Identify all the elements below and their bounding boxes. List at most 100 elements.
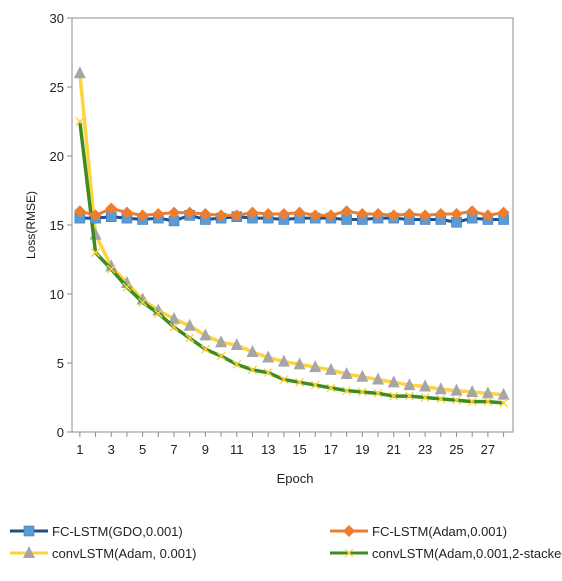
convlstm-adam-0-001-point bbox=[215, 335, 228, 348]
convlstm-adam-0-001-2-stacked-point bbox=[436, 394, 446, 404]
convlstm-adam-0-001-2-stacked-point bbox=[483, 397, 493, 407]
fc-lstm-adam-0-001-point bbox=[73, 205, 86, 218]
convlstm-adam-0-001-point bbox=[183, 318, 196, 331]
series-layer bbox=[73, 66, 510, 408]
convlstm-adam-0-001-point bbox=[481, 386, 494, 399]
fc-lstm-adam-0-001-point bbox=[136, 209, 149, 222]
convlstm-adam-0-001-2-stacked-point bbox=[452, 395, 461, 405]
y-tick-label: 30 bbox=[50, 11, 64, 26]
convlstm-adam-0-001-point bbox=[293, 357, 306, 370]
convlstm-adam-0-001-point bbox=[73, 66, 86, 79]
x-tick-label: 19 bbox=[355, 442, 369, 457]
x-tick-label: 1 bbox=[76, 442, 83, 457]
convlstm-adam-0-001-point bbox=[309, 360, 322, 373]
x-tick-label: 5 bbox=[139, 442, 146, 457]
convlstm-adam-0-001-2-stacked-point bbox=[106, 264, 116, 274]
x-tick-label: 17 bbox=[324, 442, 338, 457]
x-tick-label: 13 bbox=[261, 442, 275, 457]
convlstm-adam-0-001-point bbox=[277, 354, 290, 367]
fc-lstm-adam-0-001-point bbox=[372, 207, 385, 220]
legend-item: convLSTM(Adam, 0.001) bbox=[10, 546, 197, 561]
fc-lstm-adam-0-001-point bbox=[419, 209, 432, 222]
convlstm-adam-0-001-point bbox=[324, 362, 337, 375]
convlstm-adam-0-001-2-stacked-point bbox=[404, 391, 414, 401]
fc-lstm-adam-0-001-point bbox=[120, 206, 133, 219]
legend: FC-LSTM(GDO,0.001) FC-LSTM(Adam,0.001) con… bbox=[10, 524, 562, 561]
y-axis-label: Loss(RMSE) bbox=[24, 191, 38, 259]
fc-lstm-adam-0-001-point bbox=[403, 207, 416, 220]
x-tick-label: 9 bbox=[202, 442, 209, 457]
x-tick-label: 25 bbox=[449, 442, 463, 457]
fc-lstm-adam-0-001-point bbox=[450, 207, 463, 220]
y-tick-label: 5 bbox=[57, 356, 64, 371]
series-line bbox=[79, 206, 504, 217]
convlstm-adam-0-001-point bbox=[168, 311, 181, 324]
convlstm-adam-0-001-2-stacked-point bbox=[122, 282, 132, 292]
fc-lstm-adam-0-001-point bbox=[356, 207, 369, 220]
fc-lstm-adam-0-001-point bbox=[434, 207, 447, 220]
convlstm-adam-0-001-2-stacked-point bbox=[153, 308, 163, 318]
fc-lstm-adam-0-001-point bbox=[105, 202, 118, 215]
fc-lstm-adam-0-001-point bbox=[230, 209, 243, 222]
convlstm-adam-0-001-2-stacked-point bbox=[310, 380, 320, 390]
series-fc-lstm-adam-0-001 bbox=[73, 202, 510, 222]
legend-convlstm-adam-0-001-point bbox=[23, 546, 35, 558]
fc-lstm-adam-0-001-point bbox=[183, 206, 196, 219]
fc-lstm-adam-0-001-point bbox=[152, 207, 165, 220]
fc-lstm-adam-0-001-point bbox=[324, 209, 337, 222]
convlstm-adam-0-001-2-stacked-point bbox=[373, 388, 383, 398]
fc-lstm-adam-0-001-point bbox=[293, 206, 306, 219]
convlstm-adam-0-001-2-stacked-point bbox=[216, 351, 226, 361]
convlstm-adam-0-001-2-stacked-point bbox=[499, 398, 509, 408]
convlstm-adam-0-001-2-stacked-point bbox=[263, 368, 273, 378]
convlstm-adam-0-001-2-stacked-point bbox=[75, 117, 85, 126]
x-axis-label: Epoch bbox=[277, 471, 314, 486]
y-tick-label: 15 bbox=[50, 218, 64, 233]
series-line bbox=[79, 213, 504, 224]
convlstm-adam-0-001-point bbox=[450, 383, 463, 396]
fc-lstm-adam-0-001-point bbox=[89, 209, 102, 222]
legend-convlstm-adam-0-001-2-stacked-point bbox=[344, 548, 354, 558]
legend-label: convLSTM(Adam, 0.001) bbox=[52, 546, 197, 561]
convlstm-adam-0-001-2-stacked-point bbox=[342, 386, 352, 396]
series-convlstm-adam-0-001 bbox=[73, 66, 510, 400]
convlstm-adam-0-001-2-stacked-point bbox=[232, 359, 242, 369]
fc-lstm-adam-0-001-point bbox=[481, 209, 494, 222]
legend-fc-lstm-gdo-0-001-point bbox=[23, 525, 35, 537]
x-tick-label: 27 bbox=[481, 442, 495, 457]
convlstm-adam-0-001-2-stacked-point bbox=[326, 383, 336, 393]
y-tick-label: 20 bbox=[50, 149, 64, 164]
legend-item: FC-LSTM(GDO,0.001) bbox=[10, 524, 183, 539]
y-tick-label: 25 bbox=[50, 80, 64, 95]
convlstm-adam-0-001-2-stacked-point bbox=[467, 397, 477, 407]
convlstm-adam-0-001-point bbox=[199, 328, 212, 341]
fc-lstm-adam-0-001-point bbox=[277, 207, 290, 220]
fc-lstm-adam-0-001-point bbox=[246, 206, 259, 219]
convlstm-adam-0-001-point bbox=[262, 350, 275, 363]
series-line bbox=[78, 73, 504, 397]
fc-lstm-adam-0-001-point bbox=[340, 205, 353, 218]
convlstm-adam-0-001-2-stacked-point bbox=[279, 375, 289, 385]
convlstm-adam-0-001-point bbox=[419, 379, 432, 392]
convlstm-adam-0-001-2-stacked-point bbox=[185, 333, 195, 343]
legend-item: convLSTM(Adam,0.001,2-stacked) bbox=[330, 546, 562, 561]
convlstm-adam-0-001-point bbox=[246, 344, 259, 357]
plot-frame bbox=[71, 17, 514, 433]
convlstm-adam-0-001-2-stacked-point bbox=[247, 365, 257, 375]
convlstm-adam-0-001-point bbox=[497, 387, 510, 400]
fc-lstm-adam-0-001-point bbox=[497, 206, 510, 219]
convlstm-adam-0-001-point bbox=[356, 369, 369, 382]
legend-fc-lstm-adam-0-001-point bbox=[343, 525, 355, 537]
fc-lstm-adam-0-001-point bbox=[309, 209, 322, 222]
convlstm-adam-0-001-2-stacked-point bbox=[91, 248, 101, 258]
fc-lstm-adam-0-001-point bbox=[215, 209, 228, 222]
legend-label: convLSTM(Adam,0.001,2-stacked) bbox=[372, 546, 562, 561]
legend-label: FC-LSTM(GDO,0.001) bbox=[52, 524, 183, 539]
fc-lstm-adam-0-001-point bbox=[168, 206, 181, 219]
series-convlstm-adam-0-001-2-stacked bbox=[75, 117, 509, 408]
x-tick-label: 21 bbox=[386, 442, 400, 457]
x-tick-label: 3 bbox=[108, 442, 115, 457]
